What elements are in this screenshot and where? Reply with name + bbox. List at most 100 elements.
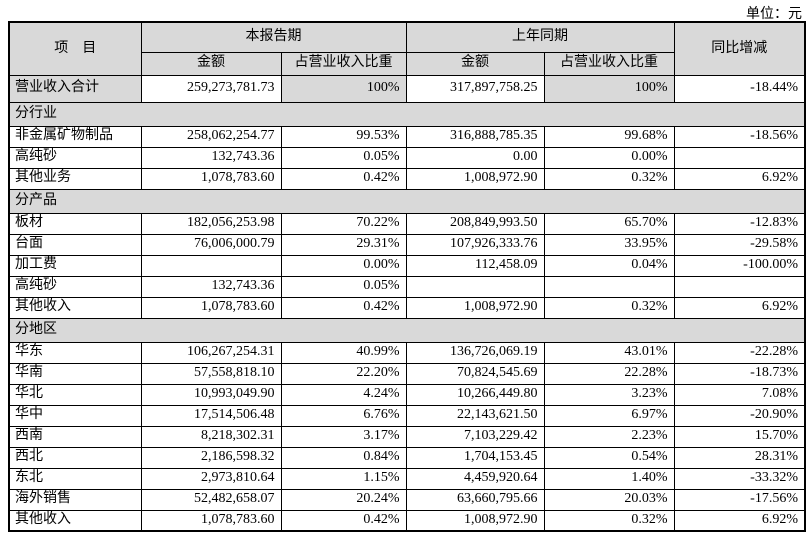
current-amount-cell: 1,078,783.60 [140,167,282,190]
item-cell: 板材 [8,212,142,235]
prior-pct-cell: 0.04% [543,254,675,277]
current-pct-cell: 70.22% [280,212,407,235]
current-amount-cell: 52,482,658.07 [140,488,282,511]
current-pct-cell: 1.15% [280,467,407,490]
prior-amount-cell: 317,897,758.25 [405,74,545,103]
item-cell: 其他业务 [8,167,142,190]
table-row: 华中 17,514,506.48 6.76% 22,143,621.50 6.97% -2… [8,404,806,427]
table-row: 华南 57,558,818.10 22.20% 70,824,545.69 22.28%… [8,362,806,385]
col-header-current-period: 本报告期 [140,21,407,53]
current-pct-cell: 100% [280,74,407,103]
yoy-cell: -29.58% [673,233,806,256]
col-header-pct-prior: 占营业收入比重 [543,51,675,76]
prior-amount-cell: 4,459,920.64 [405,467,545,490]
prior-amount-cell: 107,926,333.76 [405,233,545,256]
yoy-cell [673,275,806,298]
section-row: 分产品 [8,188,806,214]
prior-amount-cell: 7,103,229.42 [405,425,545,448]
prior-pct-cell [543,275,675,298]
current-amount-cell: 182,056,253.98 [140,212,282,235]
current-amount-cell: 132,743.36 [140,275,282,298]
prior-pct-cell: 0.32% [543,167,675,190]
table-row: 西北 2,186,598.32 0.84% 1,704,153.45 0.54% 28.3… [8,446,806,469]
table-row: 西南 8,218,302.31 3.17% 7,103,229.42 2.23% 15.7… [8,425,806,448]
table-row: 其他收入 1,078,783.60 0.42% 1,008,972.90 0.32% 6.… [8,509,806,532]
header-row-1: 项 目 本报告期 上年同期 同比增减 [8,21,806,76]
prior-amount-cell: 10,266,449.80 [405,383,545,406]
yoy-cell: -12.83% [673,212,806,235]
revenue-breakdown-table: 项 目 本报告期 上年同期 同比增减 金额 占营业收入比重 金额 占营业收入比重… [8,21,806,532]
prior-amount-cell: 112,458.09 [405,254,545,277]
header-row-2: 金额 占营业收入比重 金额 占营业收入比重 [9,51,805,76]
prior-pct-cell: 0.32% [543,509,675,532]
col-header-amount-current: 金额 [140,51,282,76]
yoy-cell: -20.90% [673,404,806,427]
prior-amount-cell: 22,143,621.50 [405,404,545,427]
table-row: 营业收入合计 259,273,781.73 100% 317,897,758.25 10… [8,74,806,103]
table-row: 高纯砂 132,743.36 0.05% 0.00 0.00% [8,146,806,169]
prior-amount-cell: 1,704,153.45 [405,446,545,469]
table-row: 板材 182,056,253.98 70.22% 208,849,993.50 65.7… [8,212,806,235]
col-header-pct-current: 占营业收入比重 [280,51,407,76]
prior-pct-cell: 22.28% [543,362,675,385]
current-pct-cell: 0.00% [280,254,407,277]
item-cell: 台面 [8,233,142,256]
yoy-cell: -17.56% [673,488,806,511]
yoy-cell: 7.08% [673,383,806,406]
item-cell: 华南 [8,362,142,385]
prior-pct-cell: 6.97% [543,404,675,427]
table-row: 其他收入 1,078,783.60 0.42% 1,008,972.90 0.32% 6.… [8,296,806,319]
yoy-cell: 28.31% [673,446,806,469]
item-cell: 西北 [8,446,142,469]
col-header-item: 项 目 [8,21,142,76]
item-cell: 高纯砂 [8,146,142,169]
item-cell: 营业收入合计 [8,74,142,103]
current-amount-cell: 258,062,254.77 [140,125,282,148]
prior-amount-cell: 70,824,545.69 [405,362,545,385]
prior-pct-cell: 0.54% [543,446,675,469]
current-pct-cell: 3.17% [280,425,407,448]
yoy-cell: 6.92% [673,296,806,319]
prior-amount-cell: 316,888,785.35 [405,125,545,148]
item-cell: 华东 [8,341,142,364]
prior-amount-cell: 208,849,993.50 [405,212,545,235]
prior-amount-cell: 1,008,972.90 [405,296,545,319]
prior-amount-cell: 1,008,972.90 [405,167,545,190]
current-pct-cell: 0.42% [280,296,407,319]
prior-pct-cell: 99.68% [543,125,675,148]
yoy-cell [673,146,806,169]
item-cell: 其他收入 [8,509,142,532]
yoy-cell: 6.92% [673,509,806,532]
section-row: 分地区 [8,317,806,343]
item-cell: 华中 [8,404,142,427]
table-row: 高纯砂 132,743.36 0.05% [8,275,806,298]
table-body: 营业收入合计 259,273,781.73 100% 317,897,758.25 10… [8,74,806,532]
current-pct-cell: 99.53% [280,125,407,148]
prior-pct-cell: 100% [543,74,675,103]
prior-amount-cell: 136,726,069.19 [405,341,545,364]
prior-pct-cell: 2.23% [543,425,675,448]
item-cell: 海外销售 [8,488,142,511]
current-amount-cell: 1,078,783.60 [140,296,282,319]
current-amount-cell: 259,273,781.73 [140,74,282,103]
current-amount-cell: 10,993,049.90 [140,383,282,406]
prior-amount-cell [405,275,545,298]
prior-pct-cell: 0.00% [543,146,675,169]
prior-pct-cell: 1.40% [543,467,675,490]
table-row: 华北 10,993,049.90 4.24% 10,266,449.80 3.23% 7.… [8,383,806,406]
current-amount-cell: 8,218,302.31 [140,425,282,448]
current-pct-cell: 0.84% [280,446,407,469]
yoy-cell: 6.92% [673,167,806,190]
col-header-amount-prior: 金额 [405,51,545,76]
prior-pct-cell: 0.32% [543,296,675,319]
item-cell: 西南 [8,425,142,448]
section-label: 分行业 [8,101,806,127]
table-row: 其他业务 1,078,783.60 0.42% 1,008,972.90 0.32% 6.… [8,167,806,190]
current-pct-cell: 6.76% [280,404,407,427]
prior-amount-cell: 1,008,972.90 [405,509,545,532]
yoy-cell: -18.56% [673,125,806,148]
current-amount-cell: 76,006,000.79 [140,233,282,256]
current-pct-cell: 0.42% [280,509,407,532]
prior-pct-cell: 3.23% [543,383,675,406]
current-pct-cell: 22.20% [280,362,407,385]
